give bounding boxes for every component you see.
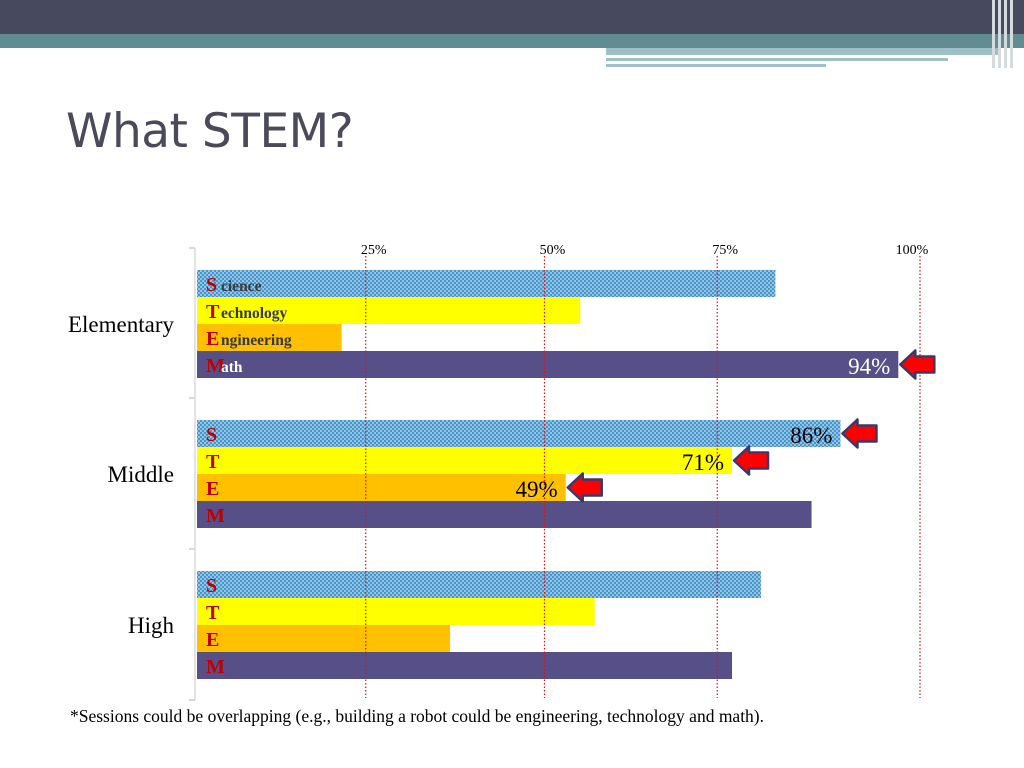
chart-gridlines-layer: [365, 256, 921, 698]
annotation-arrow-icon: [899, 349, 936, 380]
bar-technology-elementary: [197, 297, 581, 324]
bar-engineering-middle: [197, 474, 566, 501]
bar-label-rest-engineering: ngineering: [221, 332, 292, 349]
bar-engineering-high: [197, 625, 451, 652]
annotation-arrow-icon: [566, 472, 603, 503]
bar-letter-engineering: E: [206, 629, 219, 651]
header-stripe: [1004, 0, 1007, 68]
bar-letter-engineering: E: [206, 328, 219, 350]
annotation-arrow-icon: [732, 445, 770, 476]
bar-science-elementary: [197, 270, 776, 297]
bar-technology-middle: [197, 447, 733, 474]
bar-science-high: [197, 571, 761, 598]
slide-title: What STEM?: [66, 104, 354, 159]
bar-technology-high: [197, 598, 595, 625]
bar-math-high: [197, 652, 733, 679]
bar-math-middle: [197, 501, 812, 528]
chart-bars-layer: [197, 270, 899, 679]
bar-science-middle: [197, 420, 841, 447]
bar-label-rest-technology: echnology: [221, 305, 288, 322]
header-teal-band: [0, 34, 1024, 48]
x-tick-label: 100%: [896, 243, 929, 258]
header-dark-band: [0, 0, 1024, 34]
category-label-high: High: [128, 613, 175, 638]
bar-letter-math: M: [206, 656, 225, 678]
bar-label-rest-science: cience: [221, 278, 262, 295]
bar-math-elementary: [197, 351, 899, 378]
annotation-arrow-icon: [841, 418, 878, 449]
bar-letter-science: S: [206, 575, 217, 597]
value-label-71pct: 71%: [682, 450, 724, 475]
header-accent-line: [606, 58, 948, 61]
category-label-middle: Middle: [108, 462, 174, 487]
header-accent-line-short: [606, 64, 826, 67]
bar-engineering-elementary: [197, 324, 342, 351]
category-label-elementary: Elementary: [68, 312, 175, 337]
bar-letter-technology: T: [206, 602, 220, 624]
value-label-86pct: 86%: [790, 423, 832, 448]
bar-letter-math: M: [206, 355, 225, 377]
bar-letter-math: M: [206, 505, 225, 527]
header-stripe: [1010, 0, 1013, 68]
bar-letter-technology: T: [206, 451, 220, 473]
bar-letter-science: S: [206, 424, 217, 446]
x-tick-label: 25%: [361, 243, 387, 258]
value-label-49pct: 49%: [516, 477, 558, 502]
header-teal-accent: [606, 48, 1000, 55]
bar-label-rest-math: ath: [221, 359, 243, 376]
header-stripe: [998, 0, 1001, 68]
value-label-94pct: 94%: [848, 354, 890, 379]
x-tick-label: 50%: [540, 243, 566, 258]
bar-letter-technology: T: [206, 301, 220, 323]
header-stripe: [992, 0, 995, 68]
chart-axis-layer: [189, 247, 196, 701]
footnote: *Sessions could be overlapping (e.g., bu…: [70, 706, 765, 726]
header-decoration: [0, 0, 1024, 68]
bar-letter-engineering: E: [206, 478, 219, 500]
bar-letter-science: S: [206, 274, 217, 296]
x-tick-label: 75%: [712, 243, 738, 258]
